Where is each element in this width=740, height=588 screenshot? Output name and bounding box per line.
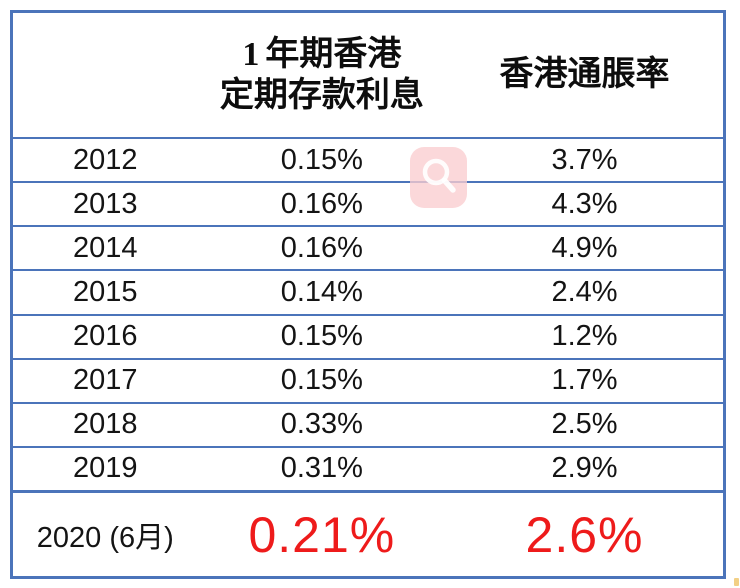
inflation-rate-cell: 4.3% (551, 187, 618, 220)
year-cell: 2012 (73, 143, 138, 176)
inflation-rate-cell: 2.5% (551, 408, 618, 441)
inflation-rate-cell: 1.7% (551, 364, 618, 397)
deposit-rate-cell-highlight: 0.21% (248, 506, 396, 563)
year-cell: 2013 (73, 187, 138, 220)
inflation-rate-cell: 4.9% (551, 231, 618, 264)
row-2013: 2013 0.16% 4.3% (13, 181, 723, 225)
inflation-rate-cell: 1.2% (551, 320, 618, 353)
year-cell: 2020 (6月) (36, 521, 174, 554)
deposit-header-number: 1 (242, 35, 260, 73)
year-cell: 2015 (73, 275, 138, 308)
deposit-column-header: 1 年期香港 定期存款利息 (198, 34, 447, 117)
deposit-rate-cell: 0.16% (280, 187, 363, 220)
row-2012: 2012 0.15% 3.7% (13, 137, 723, 181)
year-cell: 2018 (73, 408, 138, 441)
inflation-column-header: 香港通脹率 (499, 56, 670, 94)
deposit-header-line1-text: 年期香港 (265, 35, 402, 73)
deposit-rate-cell: 0.15% (280, 143, 363, 176)
deposit-rate-cell: 0.16% (280, 231, 363, 264)
deposit-rate-cell: 0.31% (280, 452, 363, 485)
year-cell: 2017 (73, 364, 138, 397)
inflation-rate-cell: 2.4% (551, 275, 618, 308)
inflation-rate-cell: 2.9% (551, 452, 618, 485)
year-cell: 2019 (73, 452, 138, 485)
row-2018: 2018 0.33% 2.5% (13, 401, 723, 446)
deposit-rate-cell: 0.15% (280, 364, 363, 397)
deposit-rate-cell: 0.15% (280, 320, 363, 353)
row-2017: 2017 0.15% 1.7% (13, 357, 723, 402)
inflation-rate-cell-highlight: 2.6% (525, 506, 644, 563)
row-2014: 2014 0.16% 4.9% (13, 225, 723, 269)
deposit-header-line2: 定期存款利息 (219, 77, 424, 114)
deposit-rate-cell: 0.33% (280, 408, 363, 441)
deposit-rate-cell: 0.14% (280, 275, 363, 308)
magnifier-glyph (422, 158, 456, 193)
inflation-rate-cell: 3.7% (551, 143, 618, 176)
deposit-header-line1: 1 年期香港 (198, 34, 447, 75)
table-header-row: 1 年期香港 定期存款利息 香港通脹率 (13, 13, 723, 137)
row-2015: 2015 0.14% 2.4% (13, 269, 723, 313)
row-2016: 2016 0.15% 1.2% (13, 313, 723, 358)
year-cell: 2016 (73, 320, 138, 353)
row-2019: 2019 0.31% 2.9% (13, 445, 723, 490)
corner-artifact (734, 578, 739, 586)
deposit-inflation-table: 1 年期香港 定期存款利息 香港通脹率 2012 0.15% 3.7% 2013 … (10, 10, 726, 579)
year-cell: 2014 (73, 231, 138, 264)
row-2020-jun: 2020 (6月) 0.21% 2.6% (13, 490, 723, 576)
search-icon[interactable] (410, 147, 467, 208)
